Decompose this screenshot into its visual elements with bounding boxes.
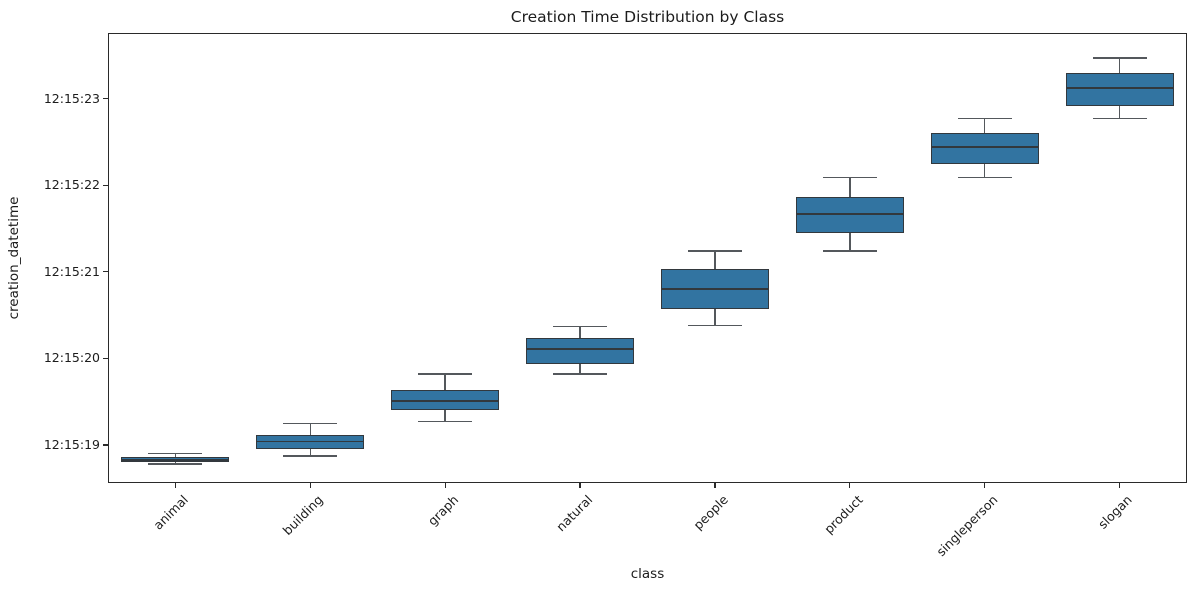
x-tick-label-building: building	[279, 492, 326, 539]
whisker-cap-lower-singleperson	[957, 176, 1012, 179]
x-tick-label-slogan: slogan	[1095, 492, 1136, 532]
whisker-cap-upper-product	[822, 176, 877, 179]
whisker-upper-building	[309, 423, 311, 435]
x-tick-label-product: product	[820, 492, 866, 537]
whisker-upper-product	[849, 177, 851, 197]
whisker-cap-lower-product	[822, 250, 877, 252]
median-people	[660, 288, 769, 291]
whisker-lower-singleperson	[983, 163, 986, 178]
x-tick-label-natural: natural	[553, 492, 596, 535]
whisker-upper-people	[714, 251, 716, 270]
x-tick-mark	[984, 483, 986, 488]
box-natural	[526, 337, 634, 364]
x-tick-label-graph: graph	[424, 492, 461, 529]
plot-area	[108, 33, 1187, 483]
whisker-upper-natural	[579, 326, 581, 338]
x-tick-mark	[174, 483, 177, 488]
whisker-upper-animal	[174, 453, 177, 458]
whisker-cap-upper-animal	[148, 452, 203, 455]
x-tick-mark	[1118, 483, 1121, 488]
whisker-cap-lower-people	[687, 324, 742, 327]
whisker-lower-people	[714, 309, 716, 326]
y-tick-label: 12:15:20	[43, 350, 100, 366]
x-tick-mark	[444, 483, 446, 488]
box-singleperson	[930, 133, 1039, 164]
whisker-lower-product	[849, 232, 851, 252]
y-tick-mark	[103, 98, 108, 100]
chart-title: Creation Time Distribution by Class	[510, 8, 785, 26]
y-tick-mark	[103, 184, 108, 186]
y-tick-mark	[103, 444, 108, 446]
whisker-cap-upper-singleperson	[957, 117, 1012, 120]
y-tick-mark	[103, 357, 108, 360]
whisker-cap-upper-graph	[418, 373, 473, 375]
median-singleperson	[930, 146, 1039, 149]
y-tick-label: 12:15:23	[43, 90, 100, 106]
median-animal	[121, 458, 230, 461]
whisker-cap-lower-animal	[148, 463, 203, 465]
x-tick-mark	[849, 483, 851, 488]
whisker-lower-slogan	[1118, 105, 1121, 119]
x-tick-mark	[579, 483, 581, 488]
whisker-cap-lower-natural	[553, 373, 608, 375]
whisker-cap-upper-slogan	[1092, 57, 1147, 59]
whisker-upper-slogan	[1118, 58, 1121, 73]
whisker-cap-lower-slogan	[1092, 117, 1147, 120]
whisker-upper-graph	[444, 373, 446, 390]
whisker-lower-animal	[174, 462, 177, 464]
y-tick-mark	[103, 271, 108, 273]
y-tick-label: 12:15:21	[43, 263, 100, 279]
whisker-lower-natural	[579, 363, 581, 374]
x-axis-label: class	[630, 566, 665, 582]
x-tick-mark	[309, 483, 311, 488]
whisker-cap-upper-people	[687, 250, 742, 252]
y-tick-label: 12:15:19	[43, 436, 100, 452]
whisker-cap-lower-graph	[418, 420, 473, 423]
x-tick-mark	[714, 483, 716, 488]
y-tick-label: 12:15:22	[43, 177, 100, 193]
median-product	[795, 212, 904, 215]
whisker-cap-upper-natural	[553, 325, 608, 328]
x-tick-label-people: people	[689, 492, 731, 533]
x-tick-label-singleperson: singleperson	[933, 492, 1001, 560]
whisker-lower-graph	[444, 410, 446, 422]
whisker-cap-lower-building	[283, 455, 338, 457]
median-natural	[526, 347, 634, 350]
median-graph	[391, 399, 500, 402]
y-axis-label: creation_datetime	[6, 196, 22, 320]
median-building	[256, 440, 365, 443]
x-tick-label-animal: animal	[150, 492, 192, 533]
whisker-cap-upper-building	[283, 422, 338, 424]
whisker-upper-singleperson	[983, 118, 986, 134]
whisker-lower-building	[309, 449, 311, 457]
median-slogan	[1065, 87, 1174, 90]
